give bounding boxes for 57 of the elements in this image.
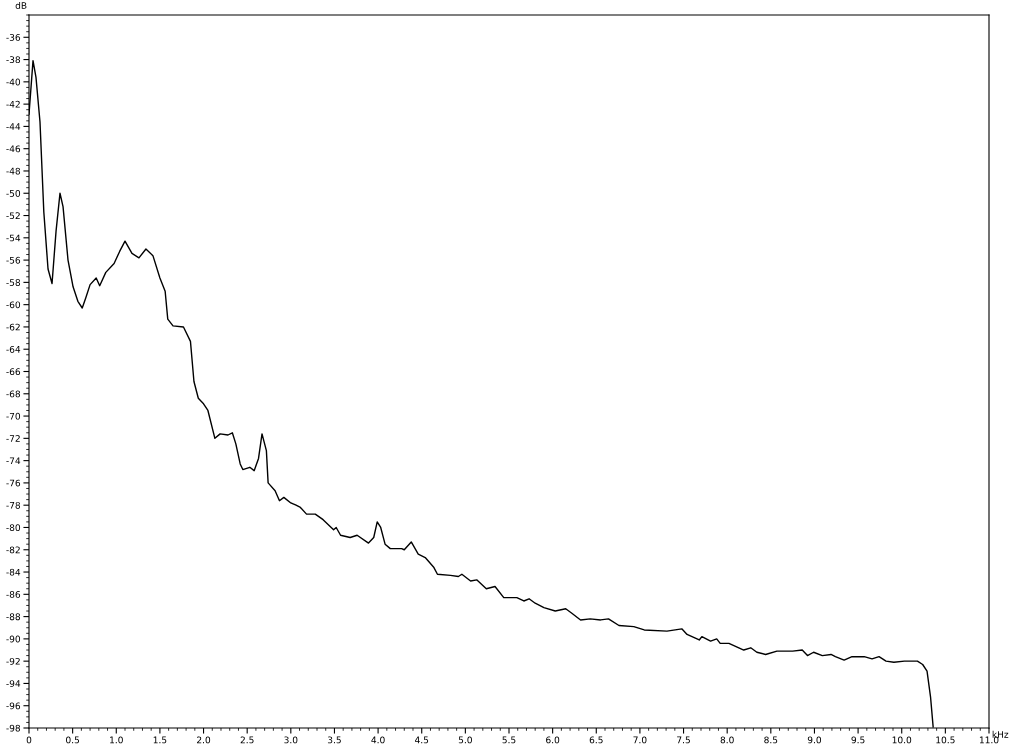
y-tick-label: -40: [6, 78, 21, 86]
x-tick-label: 9.0: [807, 736, 822, 744]
x-tick-label: 4.0: [371, 736, 385, 744]
y-tick-label: -98: [6, 724, 21, 732]
y-tick-label: -48: [6, 167, 21, 175]
y-tick-label: -42: [6, 100, 20, 108]
x-tick-label: 9.5: [851, 736, 865, 744]
y-tick-label: -84: [6, 568, 21, 576]
x-tick-label: 1.0: [110, 736, 123, 744]
x-tick-label: 3.0: [284, 736, 298, 744]
y-tick-label: -92: [6, 657, 20, 665]
y-tick-label: -54: [6, 234, 21, 242]
x-tick-label: 8.0: [720, 736, 734, 744]
x-tick-label: 7.0: [633, 736, 647, 744]
x-tick-label: 1.5: [153, 736, 167, 744]
y-tick-label: -70: [6, 412, 21, 420]
x-tick-label: 3.5: [327, 736, 341, 744]
y-tick-label: -44: [6, 123, 21, 130]
y-axis-title: dB: [15, 1, 27, 9]
y-tick-label: -96: [6, 702, 21, 710]
y-tick-label: -82: [6, 546, 20, 554]
y-tick-label: -86: [6, 591, 21, 598]
x-tick-label: 11.0: [979, 736, 999, 744]
x-tick-label: 4.5: [414, 736, 429, 744]
y-tick-label: -68: [6, 390, 21, 398]
y-tick-label: -94: [6, 680, 21, 687]
x-tick-label: 8.5: [764, 736, 778, 744]
x-tick-label: 6.0: [546, 736, 560, 744]
y-tick-label: -80: [6, 524, 21, 532]
y-tick-label: -72: [6, 435, 20, 442]
y-tick-label: -58: [6, 279, 21, 286]
x-tick-label: 5.5: [502, 736, 516, 744]
x-tick-label: 10.0: [892, 736, 912, 744]
y-tick-label: -36: [6, 34, 21, 41]
y-tick-label: -46: [6, 145, 21, 153]
y-tick-label: -74: [6, 457, 21, 465]
y-tick-label: -50: [6, 189, 21, 197]
y-tick-label: -90: [6, 635, 21, 643]
y-tick-label: -56: [6, 256, 21, 264]
x-tick-label: 2.5: [240, 736, 254, 744]
y-tick-label: -60: [6, 301, 21, 309]
x-tick-label: 2.0: [197, 736, 211, 744]
y-tick-label: -88: [6, 613, 21, 621]
x-tick-label: 0: [26, 736, 32, 744]
y-tick-label: -52: [6, 212, 20, 220]
x-tick-label: 7.5: [677, 736, 690, 744]
y-tick-label: -76: [6, 479, 21, 487]
y-tick-label: -38: [6, 56, 21, 64]
x-tick-label: 5.0: [458, 736, 472, 744]
x-axis-title: kHz: [992, 730, 1009, 738]
y-tick-label: -62: [6, 323, 20, 331]
x-tick-label: 6.5: [589, 736, 603, 744]
x-tick-label: 10.5: [936, 736, 955, 744]
y-tick-label: -66: [6, 368, 21, 376]
y-tick-label: -64: [6, 345, 21, 353]
y-tick-label: -78: [6, 501, 21, 509]
x-tick-label: 0.5: [66, 736, 80, 744]
